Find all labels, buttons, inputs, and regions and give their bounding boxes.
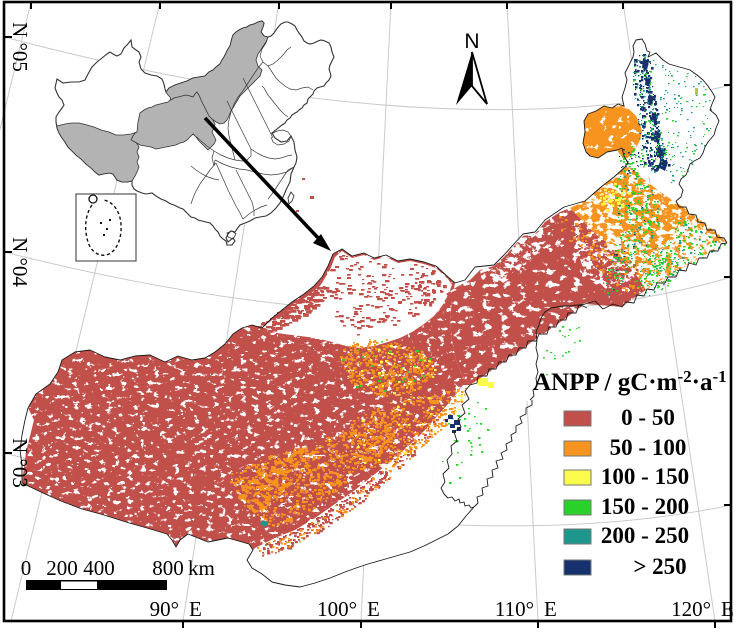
- svg-text:E: E: [189, 597, 202, 621]
- svg-text:110°: 110°: [495, 597, 534, 621]
- svg-text:200: 200: [46, 556, 78, 580]
- svg-text:> 250: > 250: [633, 554, 686, 579]
- svg-text:150 - 200: 150 - 200: [601, 494, 689, 519]
- svg-text:100 - 150: 100 - 150: [601, 464, 689, 489]
- svg-text:E: E: [721, 597, 734, 621]
- svg-text:120°: 120°: [671, 597, 711, 621]
- svg-text:200 - 250: 200 - 250: [601, 523, 689, 548]
- svg-text:800: 800: [152, 556, 184, 580]
- svg-text:km: km: [188, 556, 215, 580]
- svg-text:E: E: [544, 597, 557, 621]
- svg-text:N °05: N °05: [8, 22, 32, 72]
- svg-text:50 - 100: 50 - 100: [610, 435, 687, 460]
- svg-text:N: N: [464, 30, 479, 53]
- svg-text:100°: 100°: [317, 597, 357, 621]
- svg-text:ANPP / gC·m-2·a-1: ANPP / gC·m-2·a-1: [533, 367, 727, 396]
- svg-text:400: 400: [83, 556, 115, 580]
- svg-text:N °03: N °03: [8, 438, 32, 488]
- svg-text:E: E: [367, 597, 380, 621]
- svg-text:0: 0: [21, 556, 32, 580]
- svg-text:N °04: N °04: [8, 237, 32, 287]
- svg-text:0 - 50: 0 - 50: [621, 405, 675, 430]
- svg-text:90°: 90°: [150, 597, 179, 621]
